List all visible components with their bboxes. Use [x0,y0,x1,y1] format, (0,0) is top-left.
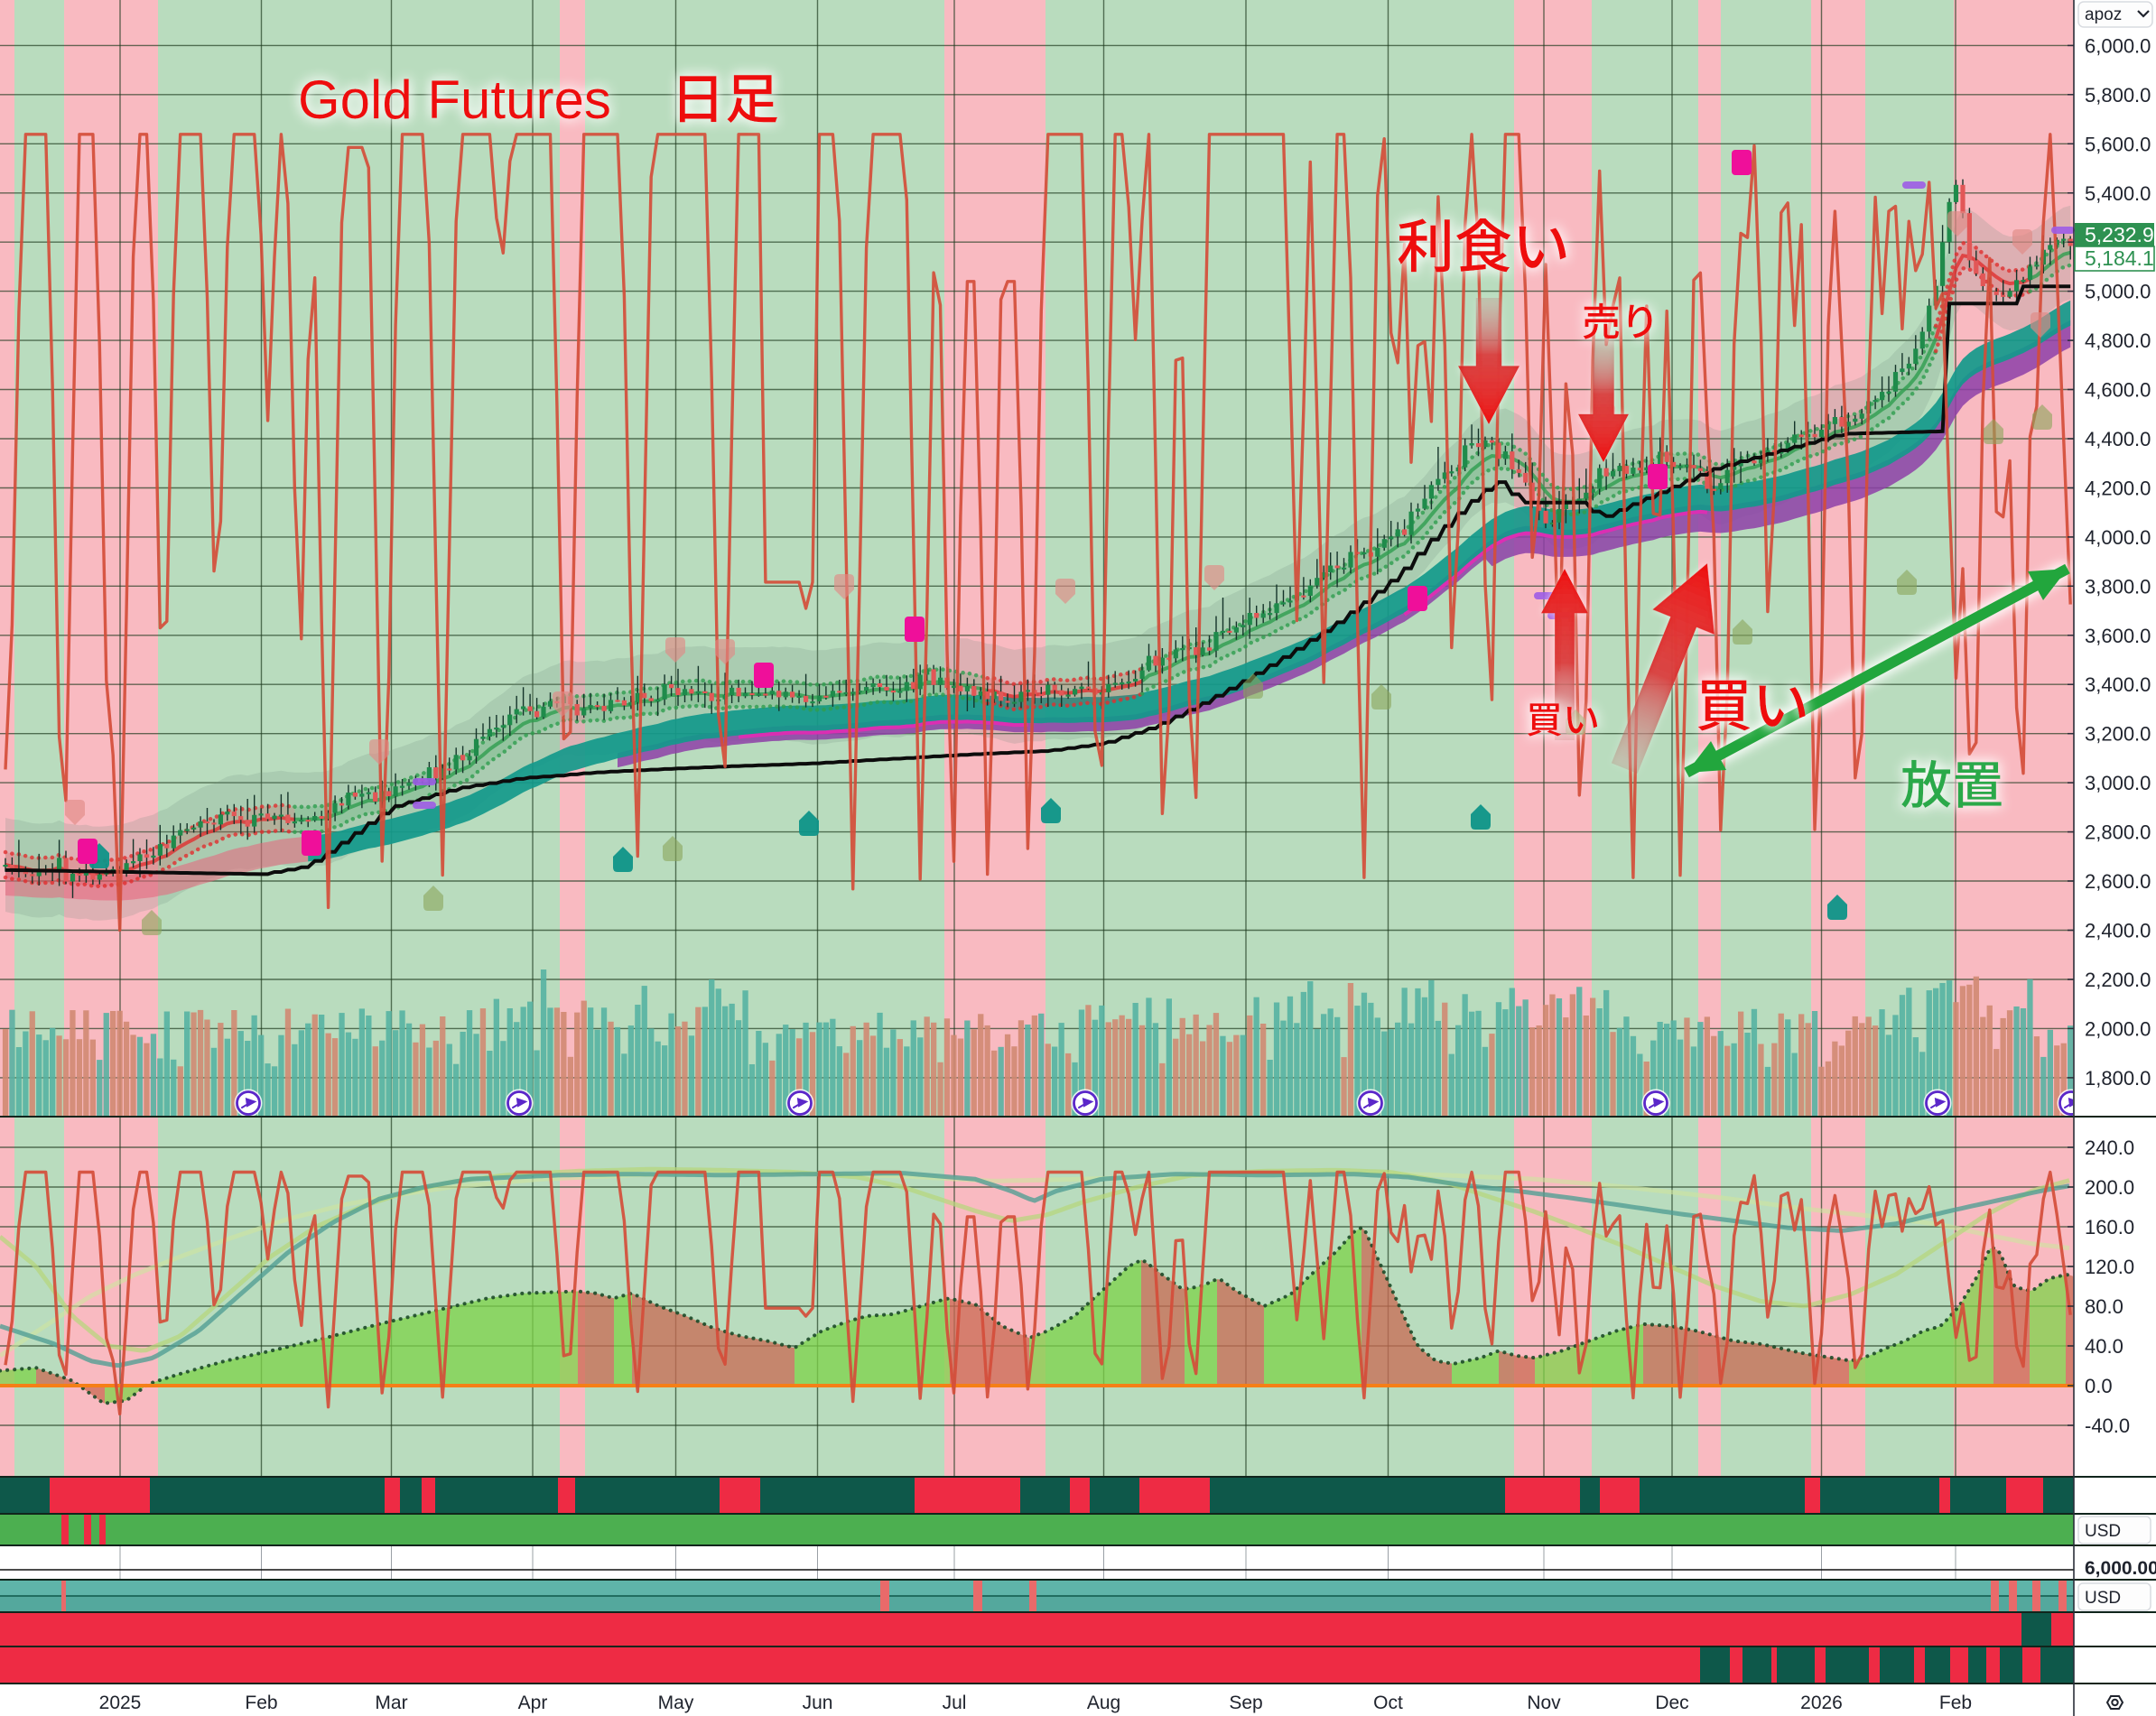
svg-text:Nov: Nov [1527,1693,1561,1713]
svg-text:120.0: 120.0 [2085,1256,2134,1278]
svg-text:2025: 2025 [99,1693,142,1713]
svg-text:200.0: 200.0 [2085,1176,2134,1199]
svg-text:4,200.0: 4,200.0 [2085,478,2151,500]
svg-text:4,000.0: 4,000.0 [2085,526,2151,549]
svg-text:Sep: Sep [1229,1693,1262,1713]
svg-text:Mar: Mar [375,1693,407,1713]
svg-text:240.0: 240.0 [2085,1136,2134,1159]
svg-text:40.0: 40.0 [2085,1335,2123,1358]
svg-text:6,000.0: 6,000.0 [2085,34,2151,57]
svg-text:3,000.0: 3,000.0 [2085,772,2151,794]
svg-text:USD: USD [2085,1589,2121,1608]
svg-text:5,400.0: 5,400.0 [2085,182,2151,205]
svg-text:Aug: Aug [1087,1693,1120,1713]
svg-text:4,600.0: 4,600.0 [2085,379,2151,402]
svg-text:apoz: apoz [2085,5,2122,24]
svg-text:Dec: Dec [1655,1693,1688,1713]
svg-text:3,800.0: 3,800.0 [2085,575,2151,598]
svg-text:80.0: 80.0 [2085,1295,2123,1318]
svg-text:Oct: Oct [1373,1693,1403,1713]
svg-text:Feb: Feb [1939,1693,1972,1713]
svg-text:Gold Futures: Gold Futures [298,70,611,130]
svg-text:2026: 2026 [1800,1693,1843,1713]
svg-text:5,184.1: 5,184.1 [2085,246,2154,270]
svg-text:1,800.0: 1,800.0 [2085,1067,2151,1090]
svg-text:Apr: Apr [518,1693,548,1713]
svg-text:5,000.0: 5,000.0 [2085,281,2151,303]
svg-text:-40.0: -40.0 [2085,1415,2130,1437]
svg-text:Jul: Jul [943,1693,967,1713]
svg-text:4,400.0: 4,400.0 [2085,428,2151,450]
svg-text:0.0: 0.0 [2085,1375,2113,1397]
svg-text:160.0: 160.0 [2085,1216,2134,1238]
svg-text:5,600.0: 5,600.0 [2085,133,2151,155]
svg-text:3,200.0: 3,200.0 [2085,723,2151,746]
svg-text:5,800.0: 5,800.0 [2085,84,2151,107]
svg-text:3,400.0: 3,400.0 [2085,673,2151,696]
svg-text:2,600.0: 2,600.0 [2085,870,2151,893]
svg-text:2,200.0: 2,200.0 [2085,969,2151,991]
svg-text:2,400.0: 2,400.0 [2085,920,2151,942]
svg-text:USD: USD [2085,1522,2121,1541]
svg-text:Jun: Jun [803,1693,833,1713]
svg-text:2,000.0: 2,000.0 [2085,1017,2151,1040]
svg-text:4,800.0: 4,800.0 [2085,329,2151,352]
svg-text:6,000.00: 6,000.00 [2085,1558,2156,1579]
svg-text:May: May [658,1693,694,1713]
svg-text:5,232.9: 5,232.9 [2085,223,2154,246]
svg-text:3,600.0: 3,600.0 [2085,625,2151,647]
svg-text:2,800.0: 2,800.0 [2085,821,2151,844]
svg-text:Feb: Feb [245,1693,277,1713]
